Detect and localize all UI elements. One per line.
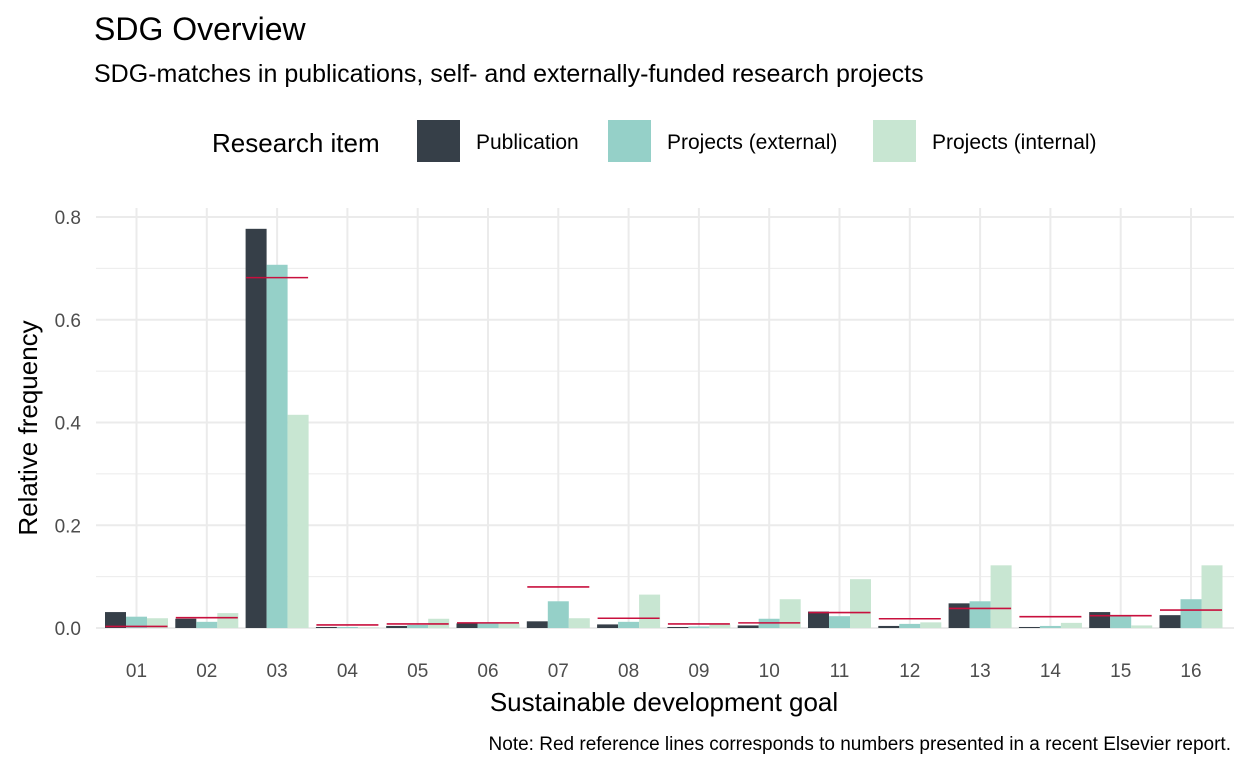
bar xyxy=(1131,625,1153,628)
bar xyxy=(920,622,942,628)
x-tick-label: 10 xyxy=(759,661,780,682)
bar xyxy=(217,613,239,628)
bar xyxy=(667,626,689,628)
x-tick-label: 12 xyxy=(899,661,920,682)
chart-subtitle: SDG-matches in publications, self- and e… xyxy=(94,60,924,88)
bar xyxy=(1039,625,1061,628)
bar xyxy=(878,625,900,628)
bar xyxy=(1018,626,1040,628)
bar xyxy=(477,623,499,628)
bar xyxy=(597,624,619,628)
legend-swatch xyxy=(608,120,651,162)
bar xyxy=(709,624,731,628)
bar xyxy=(639,594,661,628)
x-tick-label: 07 xyxy=(548,661,569,682)
bar xyxy=(1110,616,1132,628)
bar xyxy=(1060,622,1082,628)
bar xyxy=(456,623,478,628)
x-axis-title: Sustainable development goal xyxy=(490,687,838,717)
x-tick-label: 15 xyxy=(1110,661,1131,682)
bar xyxy=(688,626,710,628)
x-tick-label: 03 xyxy=(267,661,288,682)
bar xyxy=(175,618,197,628)
bar xyxy=(126,616,147,628)
legend-swatch xyxy=(873,120,916,162)
bar xyxy=(990,565,1012,628)
x-tick-label: 14 xyxy=(1040,661,1062,682)
bar xyxy=(266,264,288,628)
bar xyxy=(357,627,379,628)
x-tick-label: 09 xyxy=(688,661,709,682)
bar xyxy=(969,601,991,628)
bar xyxy=(1180,599,1202,628)
x-tick-label: 16 xyxy=(1180,661,1201,682)
y-tick-label: 0.6 xyxy=(55,311,81,332)
reference-lines xyxy=(105,276,1222,628)
bar xyxy=(245,228,267,628)
legend-label: Publication xyxy=(476,131,579,154)
bars xyxy=(105,228,1223,628)
bar xyxy=(336,626,358,628)
bar xyxy=(498,623,520,628)
y-axis-ticks: 0.0 0.2 0.4 0.6 0.8 xyxy=(55,208,82,640)
x-tick-label: 11 xyxy=(830,661,850,682)
bar xyxy=(1201,565,1223,628)
legend-label: Projects (external) xyxy=(667,131,837,154)
legend-title: Research item xyxy=(212,128,380,158)
bar xyxy=(808,611,829,628)
y-tick-label: 0.4 xyxy=(55,414,82,435)
bar xyxy=(526,621,548,628)
x-tick-label: 06 xyxy=(477,661,498,682)
bar xyxy=(618,621,640,628)
x-tick-label: 08 xyxy=(618,661,639,682)
bar xyxy=(737,625,759,628)
x-tick-label: 05 xyxy=(407,661,428,682)
x-axis-ticks: 01 02 03 04 05 06 07 08 09 10 11 12 13 14 15 16 xyxy=(126,661,1202,682)
bar xyxy=(948,603,970,628)
x-tick-label: 02 xyxy=(196,661,217,682)
x-tick-label: 13 xyxy=(970,661,991,682)
chart-caption: Note: Red reference lines corresponds to… xyxy=(489,734,1231,755)
bar xyxy=(386,625,408,628)
y-axis-title: Relative frequency xyxy=(13,320,43,535)
bar xyxy=(1159,615,1181,628)
bar xyxy=(287,414,309,628)
bar xyxy=(829,616,850,628)
y-tick-label: 0.2 xyxy=(55,516,81,537)
legend-label: Projects (internal) xyxy=(932,131,1097,154)
bar xyxy=(196,621,218,628)
bar xyxy=(407,624,429,628)
bar xyxy=(315,626,337,628)
bar xyxy=(547,601,569,628)
chart-title: SDG Overview xyxy=(94,11,306,47)
x-tick-label: 04 xyxy=(337,661,359,682)
bar xyxy=(568,618,590,628)
legend-swatch xyxy=(417,120,460,162)
bar xyxy=(1089,612,1111,628)
legend: Research item Publication Projects (exter… xyxy=(212,120,1097,162)
x-tick-label: 01 xyxy=(126,661,147,682)
bar xyxy=(147,618,168,628)
y-tick-label: 0.0 xyxy=(55,619,81,640)
bar xyxy=(899,623,921,628)
bar xyxy=(850,579,871,628)
y-tick-label: 0.8 xyxy=(55,208,81,229)
bar xyxy=(779,599,801,628)
bar xyxy=(105,612,126,628)
